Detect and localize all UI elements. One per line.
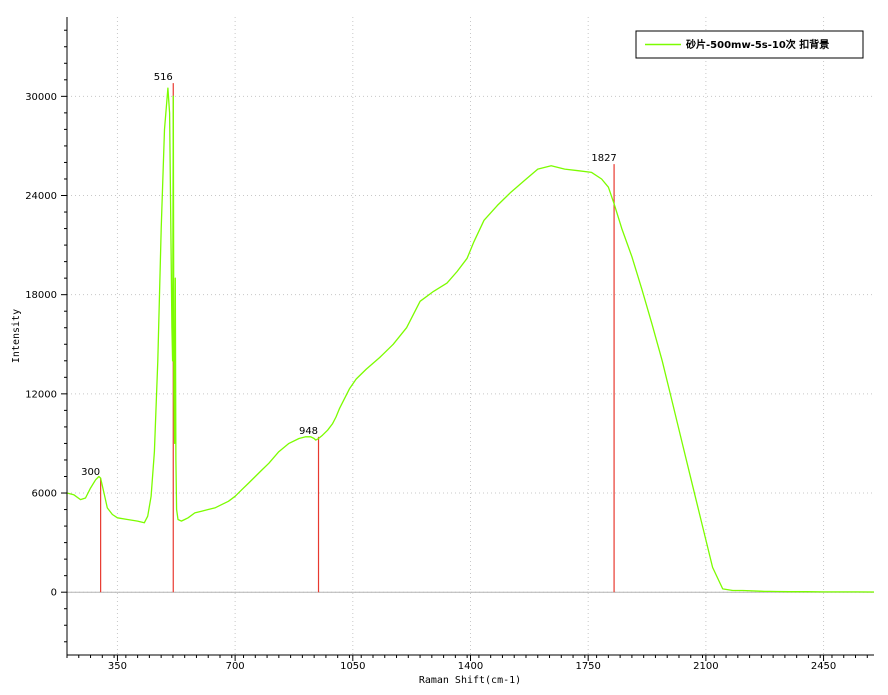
y-tick-label: 18000 xyxy=(25,290,57,301)
x-axis-ticks: 350 700 1050 1400 1750 2100 2450 xyxy=(66,655,868,672)
series-group xyxy=(66,87,875,593)
legend-label: 砂片-500mw-5s-10次 扣背景 xyxy=(685,38,829,51)
peak-label: 516 xyxy=(154,72,173,83)
peak-labels: 300 516 948 1827 xyxy=(81,72,617,478)
y-tick-label: 6000 xyxy=(32,489,57,500)
x-tick-label: 700 xyxy=(226,661,245,672)
axes xyxy=(66,17,874,656)
peak-label: 1827 xyxy=(591,153,616,164)
y-axis-ticks: 0 6000 12000 18000 24000 30000 xyxy=(25,29,67,643)
x-tick-label: 2100 xyxy=(693,661,718,672)
y-axis-title: Intensity xyxy=(11,309,22,363)
peak-label: 300 xyxy=(81,467,100,478)
y-tick-label: 12000 xyxy=(25,389,57,400)
y-tick-label: 24000 xyxy=(25,191,57,202)
peak-label: 948 xyxy=(299,426,318,437)
grid xyxy=(67,17,874,655)
legend[interactable]: 砂片-500mw-5s-10次 扣背景 xyxy=(635,30,864,59)
x-tick-label: 1400 xyxy=(458,661,483,672)
x-tick-label: 1750 xyxy=(575,661,600,672)
x-tick-label: 2450 xyxy=(811,661,836,672)
series-line xyxy=(66,87,875,593)
x-axis-title: Raman Shift(cm-1) xyxy=(419,675,521,686)
x-tick-label: 1050 xyxy=(340,661,365,672)
x-tick-label: 350 xyxy=(108,661,127,672)
y-tick-label: 0 xyxy=(51,588,57,599)
y-tick-label: 30000 xyxy=(25,92,57,103)
